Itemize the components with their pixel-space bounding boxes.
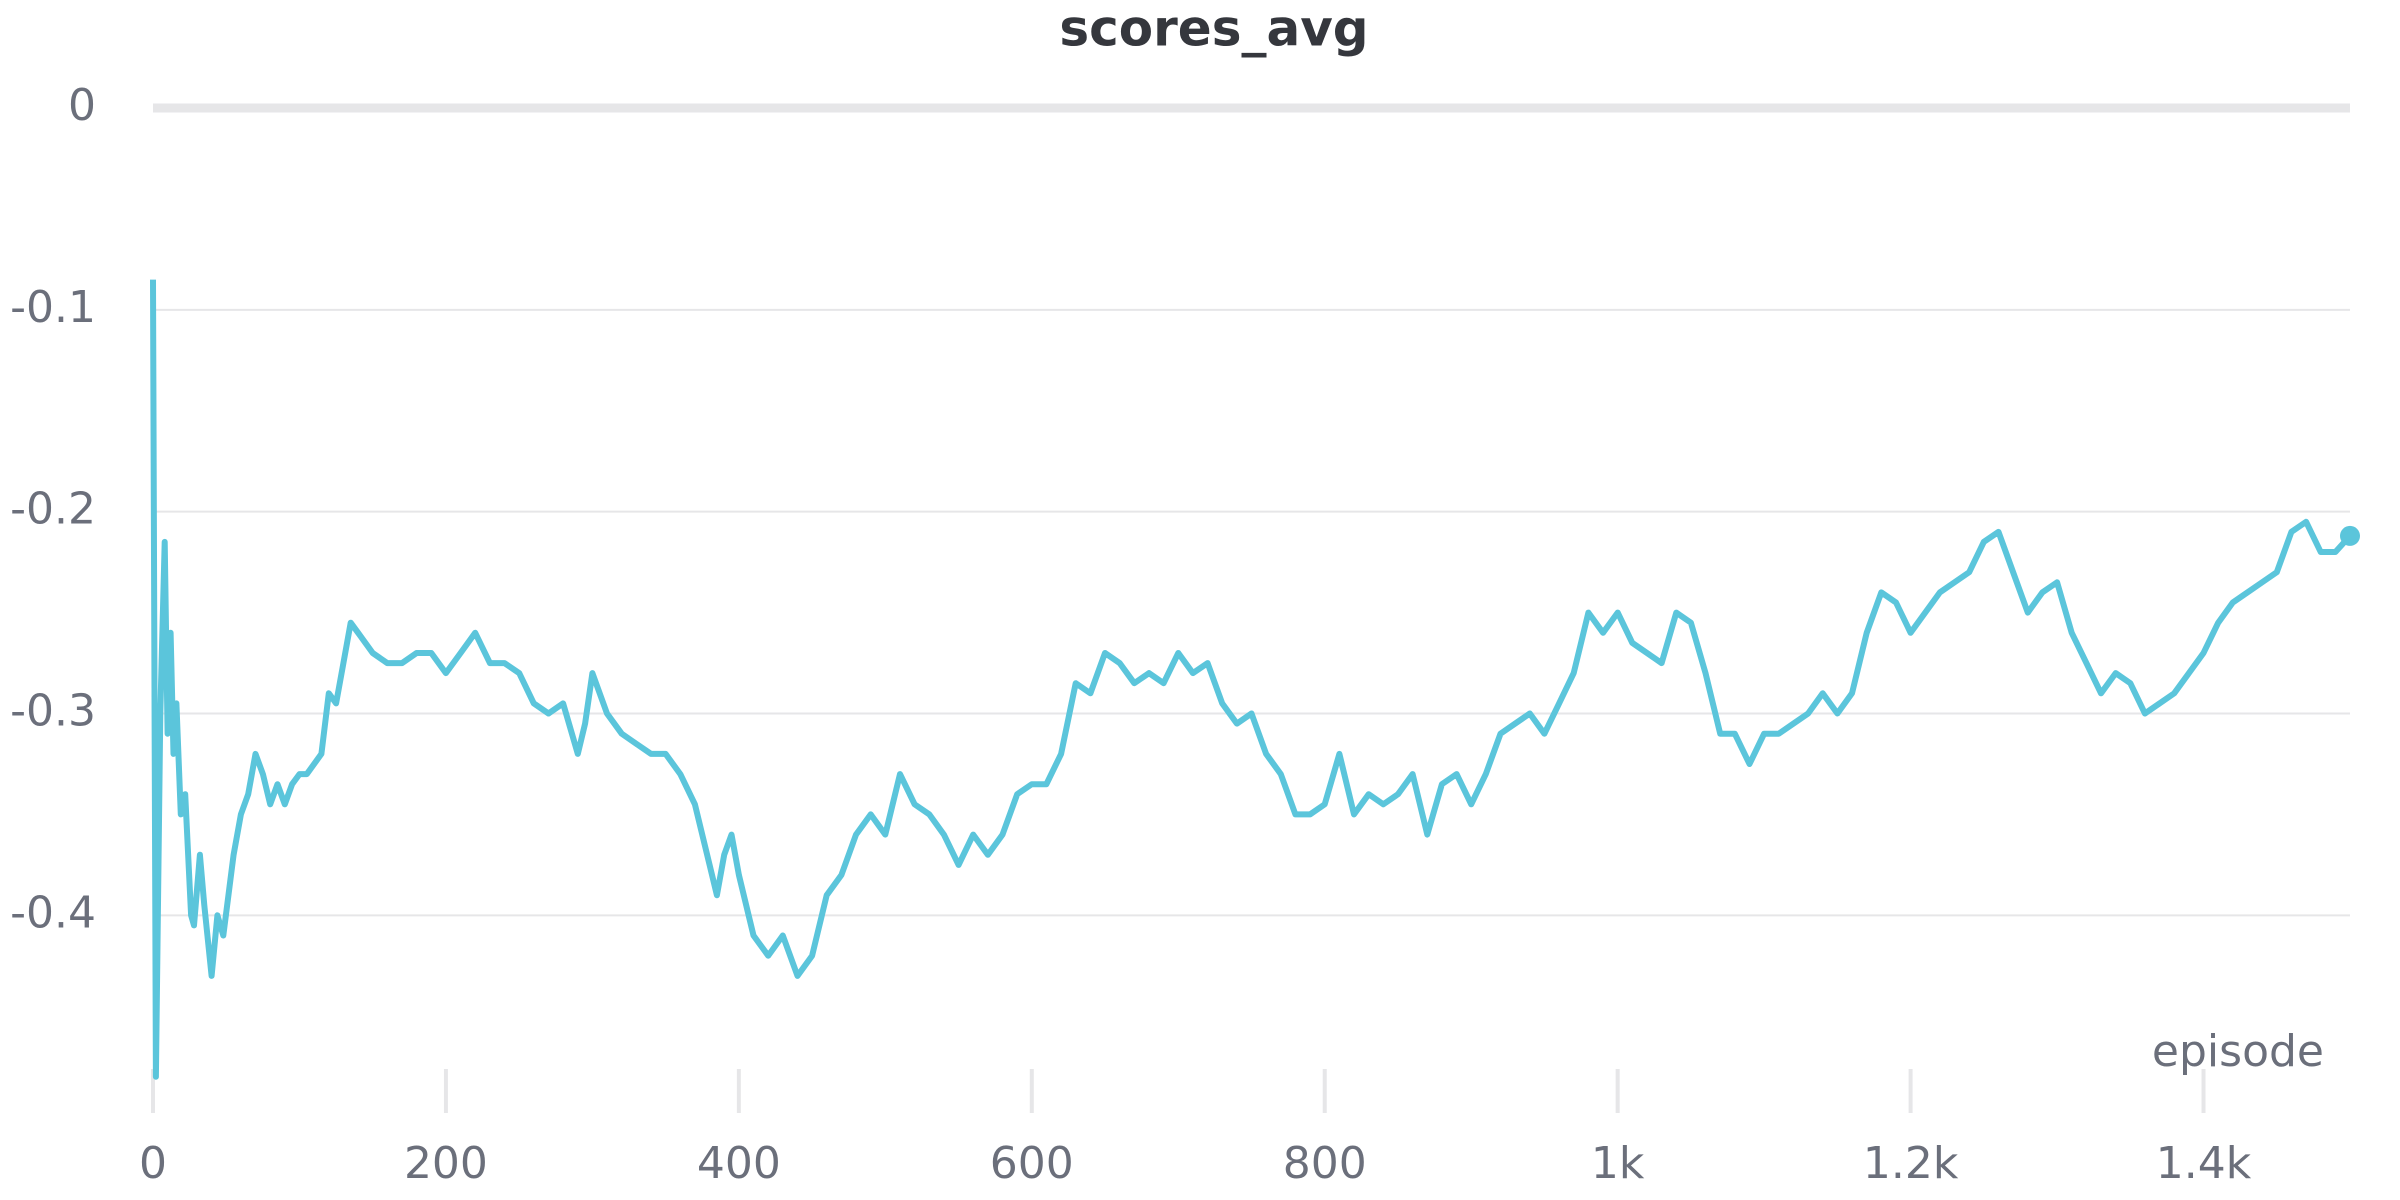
data-line bbox=[150, 279, 2353, 1080]
y-tick-label: -0.3 bbox=[10, 686, 96, 737]
x-tick-label: 0 bbox=[139, 1138, 167, 1189]
x-tick-label: 800 bbox=[1283, 1138, 1367, 1189]
x-axis-label: episode bbox=[2152, 1026, 2324, 1077]
y-tick-label: -0.1 bbox=[10, 282, 96, 333]
y-tick-label: -0.4 bbox=[10, 887, 96, 938]
end-point bbox=[2340, 525, 2360, 546]
chart-title: scores_avg bbox=[1059, 0, 1368, 58]
x-tick-label: 600 bbox=[990, 1138, 1074, 1189]
x-tick-label: 400 bbox=[697, 1138, 781, 1189]
x-tick-label: 1.2k bbox=[1863, 1138, 1959, 1189]
x-tick-label: 1.4k bbox=[2156, 1138, 2252, 1189]
y-tick-label: -0.2 bbox=[10, 484, 96, 535]
x-tick-label: 1k bbox=[1591, 1138, 1645, 1189]
x-tick-label: 200 bbox=[404, 1138, 488, 1189]
y-tick-label: 0 bbox=[68, 80, 96, 131]
